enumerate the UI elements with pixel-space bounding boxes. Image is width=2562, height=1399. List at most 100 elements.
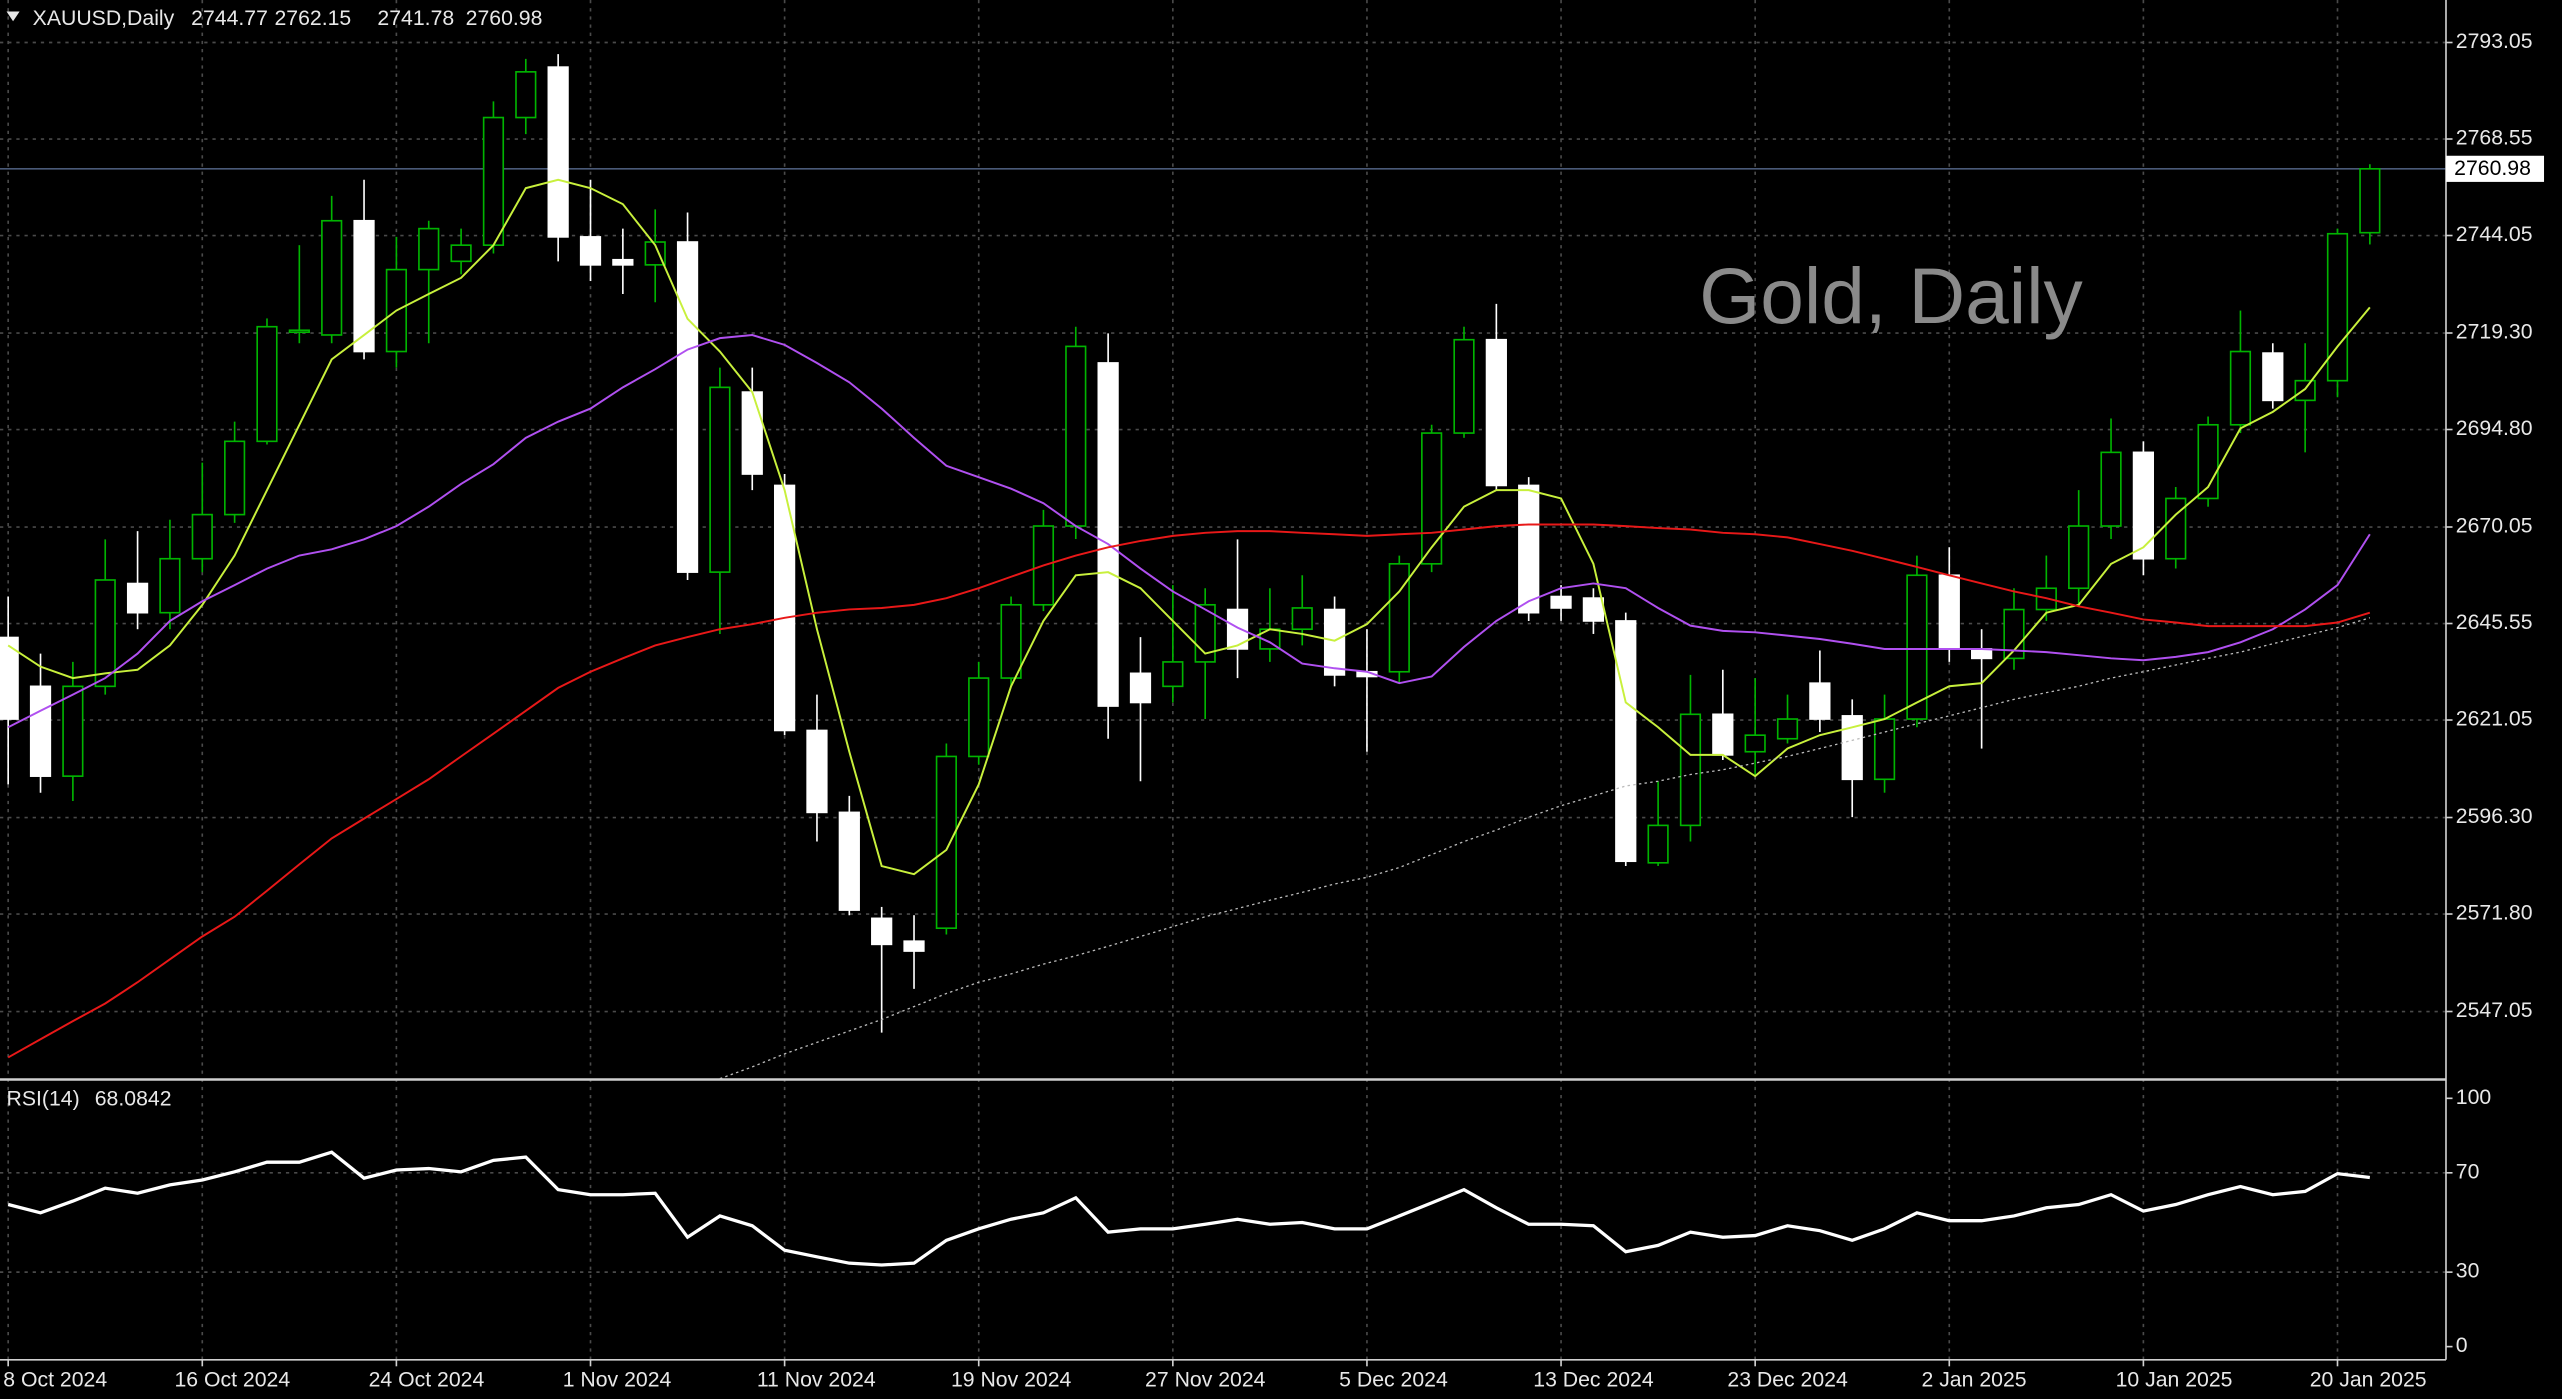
y-tick-label: 2547.05: [2456, 998, 2533, 1022]
candle-body: [1129, 672, 1152, 704]
rsi-title: RSI(14): [7, 1087, 80, 1111]
price-panel: Gold, Daily: [0, 54, 2446, 1079]
candle-body: [0, 636, 19, 720]
rsi-y-tick-label: 100: [2456, 1085, 2491, 1109]
axis-layer: 2793.05 2768.55 2744.05 2719.30 2694.80 2670.…: [3, 29, 2545, 1392]
candle-body: [482, 116, 505, 246]
candle-body: [353, 219, 375, 353]
candle-body: [1971, 648, 1993, 660]
candle-body: [256, 325, 278, 443]
candle-body: [612, 258, 634, 266]
candle-body: [224, 440, 246, 516]
x-tick-label: 24 Oct 2024: [369, 1368, 485, 1392]
candle-body: [418, 227, 440, 271]
candle-body: [1000, 603, 1022, 679]
candle-body: [2359, 168, 2381, 234]
y-tick-label: 2670.05: [2456, 514, 2533, 538]
candle-body: [1162, 661, 1184, 688]
rsi-y-tick-label: 0: [2456, 1333, 2468, 1357]
rsi-y-tick-label: 70: [2456, 1159, 2480, 1183]
candle-body: [2326, 232, 2349, 382]
moving-average-line: [7, 178, 2371, 876]
x-tick-label: 19 Nov 2024: [951, 1368, 1072, 1392]
candle-body: [1291, 607, 1313, 631]
y-tick-label: 2571.80: [2456, 901, 2533, 925]
candle-body: [1712, 713, 1734, 756]
candle-body: [1065, 345, 1087, 527]
y-tick-label: 2793.05: [2456, 29, 2533, 53]
x-tick-label: 16 Oct 2024: [175, 1368, 291, 1392]
candle-body: [1453, 338, 1475, 434]
candle-body: [1582, 597, 1605, 622]
candle-body: [1615, 620, 1637, 863]
candle-body: [1906, 574, 1928, 720]
x-tick-label: 10 Jan 2025: [2116, 1368, 2233, 1392]
candle-body: [1744, 734, 1766, 753]
candle-body: [806, 729, 828, 814]
x-tick-label: 11 Nov 2024: [757, 1368, 876, 1392]
candle-body: [2132, 451, 2155, 560]
candle-body: [1550, 595, 1572, 609]
candle-body: [676, 241, 699, 573]
candle-body: [935, 755, 957, 930]
candle-body: [1873, 718, 1896, 781]
candle-body: [547, 66, 569, 238]
candle-body: [773, 484, 796, 732]
rsi-panel: [7, 1150, 2371, 1267]
x-tick-label: 2 Jan 2025: [1921, 1368, 2026, 1392]
header-low: 2741.78: [377, 6, 454, 30]
candle-body: [321, 219, 343, 336]
candle-body: [191, 513, 213, 560]
candle-body: [968, 677, 990, 758]
moving-average-line: [7, 334, 2371, 729]
candle-body: [1323, 608, 1346, 676]
candle-body: [2165, 497, 2187, 560]
menu-triangle[interactable]: [6, 11, 20, 22]
candle-body: [1938, 574, 1960, 650]
y-tick-label: 2596.30: [2456, 804, 2533, 828]
y-tick-label: 2719.30: [2456, 320, 2533, 344]
candle-body: [2068, 525, 2090, 590]
header-open: 2744.77: [191, 6, 268, 30]
candle-body: [741, 391, 763, 475]
last-price-box: [2445, 155, 2545, 182]
candle-body: [2294, 379, 2316, 402]
candle-body: [288, 329, 310, 334]
x-tick-label: 5 Dec 2024: [1339, 1368, 1448, 1392]
candle-body: [838, 811, 860, 911]
candle-body: [1097, 362, 1119, 707]
candle-body: [1388, 563, 1410, 673]
candle-body: [1841, 715, 1863, 781]
header-close: 2760.98: [466, 6, 543, 30]
candle-body: [644, 241, 666, 266]
candle-body: [94, 579, 116, 688]
moving-average-line: [719, 617, 2371, 1079]
candle-body: [2100, 451, 2122, 527]
candle-body: [1421, 432, 1443, 565]
candle-body: [450, 244, 472, 263]
last-price-label: 2760.98: [2454, 156, 2531, 180]
header-high: 2762.15: [274, 6, 351, 30]
candle-body: [29, 685, 52, 777]
candle-body: [1776, 718, 1799, 740]
x-tick-label: 13 Dec 2024: [1533, 1368, 1654, 1392]
candle-body: [1518, 484, 1540, 614]
candle-body: [903, 940, 925, 952]
y-tick-label: 2621.05: [2456, 707, 2533, 731]
y-tick-label: 2744.05: [2456, 222, 2533, 246]
rsi-y-tick-label: 30: [2456, 1259, 2480, 1283]
x-tick-label: 23 Dec 2024: [1727, 1368, 1848, 1392]
y-tick-label: 2768.55: [2456, 126, 2533, 150]
candle-body: [871, 917, 893, 946]
candle-body: [515, 71, 537, 119]
symbol: XAUUSD,Daily: [33, 6, 175, 30]
rsi-line: [7, 1150, 2371, 1267]
candle-body: [1226, 608, 1249, 650]
candle-body: [1679, 713, 1702, 827]
candle-body: [126, 582, 149, 614]
candle-body: [709, 386, 731, 573]
watermark: Gold, Daily: [1699, 252, 2083, 340]
x-tick-label: 27 Nov 2024: [1145, 1368, 1266, 1392]
